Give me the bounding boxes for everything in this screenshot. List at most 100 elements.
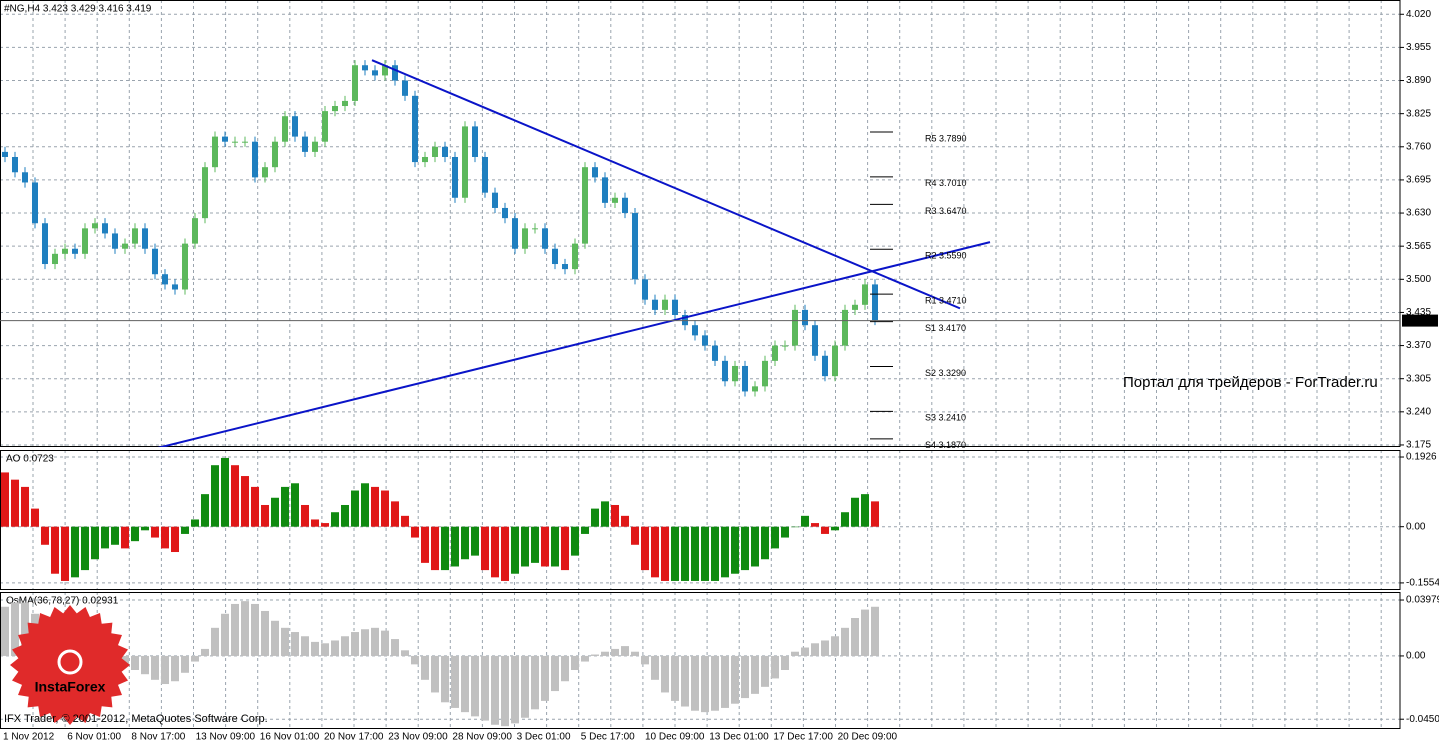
y-tick-label: 3.825 [1406,108,1431,119]
candle-body [692,325,698,336]
histogram-bar [341,636,349,656]
histogram-bar [331,512,339,527]
candle-body [2,151,8,157]
histogram-bar [501,526,509,581]
histogram-bar [141,655,149,675]
histogram-bar [61,526,69,581]
candle-body [722,360,728,382]
candle-body [372,70,378,76]
x-tick-label: 3 Dec 01:00 [517,732,571,743]
candle-body [12,156,18,173]
histogram-bar [541,526,549,567]
histogram-bar [671,526,679,581]
histogram-bar [321,643,329,656]
histogram-bar [501,655,509,727]
histogram-bar [11,602,19,656]
histogram-bar [781,526,789,538]
panel-frame [0,450,1401,590]
histogram-bar [761,655,769,687]
histogram-bar [211,627,219,656]
histogram-bar [821,640,829,656]
y-tick-label: 3.695 [1406,175,1431,186]
histogram-bar [751,526,759,567]
histogram-bar [631,526,639,545]
candle-body [542,228,548,249]
symbol-header: #NG,H4 3.423 3.429 3.416 3.419 [4,4,152,15]
candle-body [72,248,78,254]
histogram-bar [601,501,609,527]
histogram-bar [191,655,199,662]
histogram-bar [731,526,739,574]
histogram-bar [181,655,189,673]
histogram-bar [271,620,279,656]
histogram-bar [791,526,799,528]
histogram-bar [641,655,649,665]
candle-body [282,116,288,142]
candle-body [422,156,428,163]
histogram-bar [151,655,159,680]
candle-body [492,192,498,208]
candle-body [392,65,398,81]
histogram-bar [651,655,659,680]
y-tick-label: 3.435 [1406,307,1431,318]
candle-body [92,223,98,229]
histogram-bar [81,526,89,571]
candle-body [872,284,878,321]
histogram-bar [411,655,419,665]
candle-body [132,228,138,244]
candle-body [322,111,328,142]
candle-body [572,243,578,270]
histogram-bar [291,483,299,527]
trendline [371,59,961,310]
candle-body [832,345,838,377]
candle-body [522,228,528,249]
candle-body [502,207,508,219]
histogram-bar [741,526,749,571]
candle-body [252,141,258,178]
candle-body [122,243,128,249]
candle-body [62,248,68,254]
logo-badge [10,605,130,725]
candle-body [262,167,268,178]
histogram-bar [691,655,699,711]
y-tick-label: -0.04503 [1406,714,1439,725]
histogram-bar [281,627,289,656]
candle-body [652,299,658,310]
histogram-bar [31,508,39,527]
x-tick-label: 13 Nov 09:00 [196,732,256,743]
histogram-bar [401,650,409,656]
histogram-bar [171,655,179,682]
candle-body [842,309,848,346]
candle-body [512,218,518,249]
histogram-bar [631,651,639,656]
histogram-bar [571,526,579,556]
y-tick-label: 4.020 [1406,9,1431,20]
histogram-bar [231,603,239,656]
histogram-bar [171,526,179,553]
candle-body [192,218,198,244]
histogram-bar [431,655,439,693]
pivot-label: S2 3.3290 [925,368,966,378]
histogram-bar [221,613,229,656]
candle-body [52,253,58,265]
candle-body [742,365,748,392]
pivot-label: S3 3.2410 [925,413,966,423]
histogram-bar [711,655,719,711]
histogram-bar [451,526,459,567]
histogram-bar [521,526,529,567]
histogram-bar [241,601,249,656]
histogram-bar [671,655,679,701]
copyright: IFX Trader, © 2001-2012, MetaQuotes Soft… [4,713,268,725]
histogram-bar [841,627,849,656]
histogram-bar [441,655,449,703]
histogram-bar [361,483,369,527]
candle-body [82,228,88,254]
candle-body [172,284,178,290]
candle-body [732,365,738,382]
histogram-bar [91,526,99,560]
candle-body [222,136,228,142]
histogram-bar [541,655,549,701]
candle-body [612,197,618,203]
